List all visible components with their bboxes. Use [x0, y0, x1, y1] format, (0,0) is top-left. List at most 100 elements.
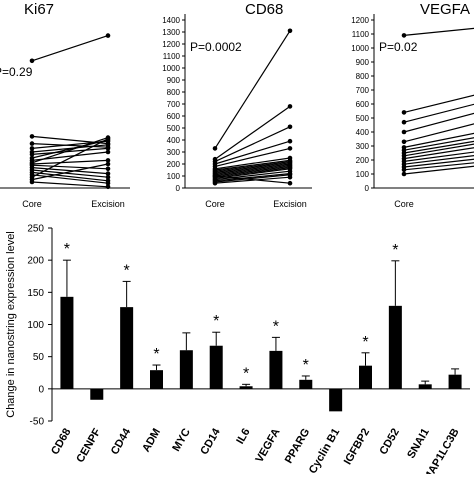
p-value: P=0.29 — [0, 65, 33, 79]
pair-line — [31, 181, 109, 188]
pair-line — [403, 132, 474, 148]
series-group — [401, 27, 474, 177]
pair-line — [403, 165, 474, 175]
excision-point — [287, 146, 293, 151]
pair-line — [214, 147, 291, 167]
bar — [299, 379, 313, 389]
pair-line — [31, 167, 109, 175]
category-label: CD14 — [198, 426, 223, 457]
category-label: PPARG — [283, 427, 313, 466]
pair-line — [214, 164, 291, 176]
core-point — [29, 179, 35, 185]
y-tick-label: 800 — [356, 72, 370, 81]
y-tick-label: 150 — [27, 288, 44, 299]
core-point — [29, 141, 35, 146]
y-tick-label: 1100 — [163, 52, 181, 61]
pair-line — [214, 175, 291, 184]
series-group — [29, 33, 111, 190]
pair-line — [403, 103, 474, 123]
excision-point — [105, 180, 111, 186]
y-tick-label: 0 — [365, 184, 370, 193]
y-tick-label: 1000 — [162, 64, 180, 73]
core-point — [401, 119, 407, 125]
bar — [90, 388, 104, 400]
pair-line — [214, 157, 291, 170]
y-tick-label: 1100 — [352, 30, 370, 39]
excision-point — [105, 142, 111, 148]
bar — [269, 350, 283, 389]
pair-line — [31, 171, 109, 182]
category-label: CD68 — [49, 427, 73, 457]
pair-line — [214, 165, 291, 177]
y-tick-label: 600 — [167, 112, 181, 121]
pair-line — [403, 137, 474, 151]
y-tick-label: 400 — [167, 136, 181, 145]
category-label: IL6 — [234, 427, 252, 447]
core-point — [401, 139, 407, 145]
core-point — [401, 129, 407, 135]
y-tick-label: 1200 — [162, 40, 180, 49]
pair-line — [403, 27, 474, 36]
y-tick-label: 800 — [167, 88, 181, 97]
panel-title: VEGFA — [420, 1, 470, 18]
excision-point — [105, 136, 111, 142]
y-tick-label: 200 — [167, 160, 181, 169]
significance-marker: * — [124, 262, 130, 279]
excision-point — [105, 149, 111, 155]
significance-marker: * — [213, 313, 219, 330]
pair-line — [31, 147, 109, 155]
y-tick-label: 1400 — [162, 16, 180, 25]
y-tick-label: 100 — [356, 170, 370, 179]
category-label: CENPF — [74, 426, 103, 465]
x-category-label: Excision — [273, 199, 307, 209]
pair-line — [31, 138, 109, 178]
excision-point — [105, 171, 111, 176]
significance-marker: * — [303, 357, 309, 374]
pair-line — [214, 162, 291, 173]
category-label: CD52 — [378, 427, 402, 457]
pair-line — [214, 167, 291, 178]
pair-line — [403, 140, 474, 154]
y-tick-label: 700 — [356, 86, 370, 95]
x-category-label: Core — [205, 199, 225, 209]
core-point — [29, 134, 35, 139]
pair-line — [403, 94, 474, 113]
pair-line — [403, 143, 474, 157]
panel-vegfa: VEGFA 0 100 200 300 400 500 600 700 800 900 1000 110… — [351, 1, 474, 209]
series-group — [212, 28, 293, 186]
pair-line — [403, 158, 474, 168]
excision-point — [287, 174, 293, 180]
bar — [120, 307, 134, 389]
bar — [150, 370, 163, 389]
y-tick-label: -50 — [30, 417, 45, 428]
panel-cd68: CD68 0 100 200 300 400 500 600 700 800 900 1000 1100… — [162, 1, 312, 209]
pair-line — [214, 140, 291, 165]
y-tick-label: 1200 — [351, 16, 369, 25]
y-tick-label: 900 — [356, 58, 370, 67]
core-point — [401, 167, 407, 173]
pair-line — [214, 30, 291, 149]
excision-point — [287, 28, 293, 34]
core-point — [401, 110, 407, 115]
p-value: P=0.0002 — [190, 40, 242, 54]
pair-line — [403, 162, 474, 171]
excision-point — [105, 158, 111, 163]
pair-line — [403, 151, 474, 162]
excision-point — [105, 146, 111, 151]
y-tick-label: 500 — [167, 124, 181, 133]
pair-line — [31, 164, 109, 170]
pair-line — [214, 126, 291, 163]
pair-line — [403, 155, 474, 165]
y-tick-label: 250 — [27, 224, 44, 235]
y-tick-label: 200 — [356, 156, 370, 165]
y-tick-label: 900 — [167, 76, 181, 85]
bar — [388, 305, 402, 389]
bar — [60, 296, 74, 389]
pair-line — [31, 174, 109, 184]
excision-point — [105, 161, 111, 167]
excision-point — [105, 184, 111, 190]
category-label: SNAI1 — [405, 427, 432, 461]
significance-marker: * — [273, 318, 279, 335]
excision-point — [287, 124, 293, 130]
